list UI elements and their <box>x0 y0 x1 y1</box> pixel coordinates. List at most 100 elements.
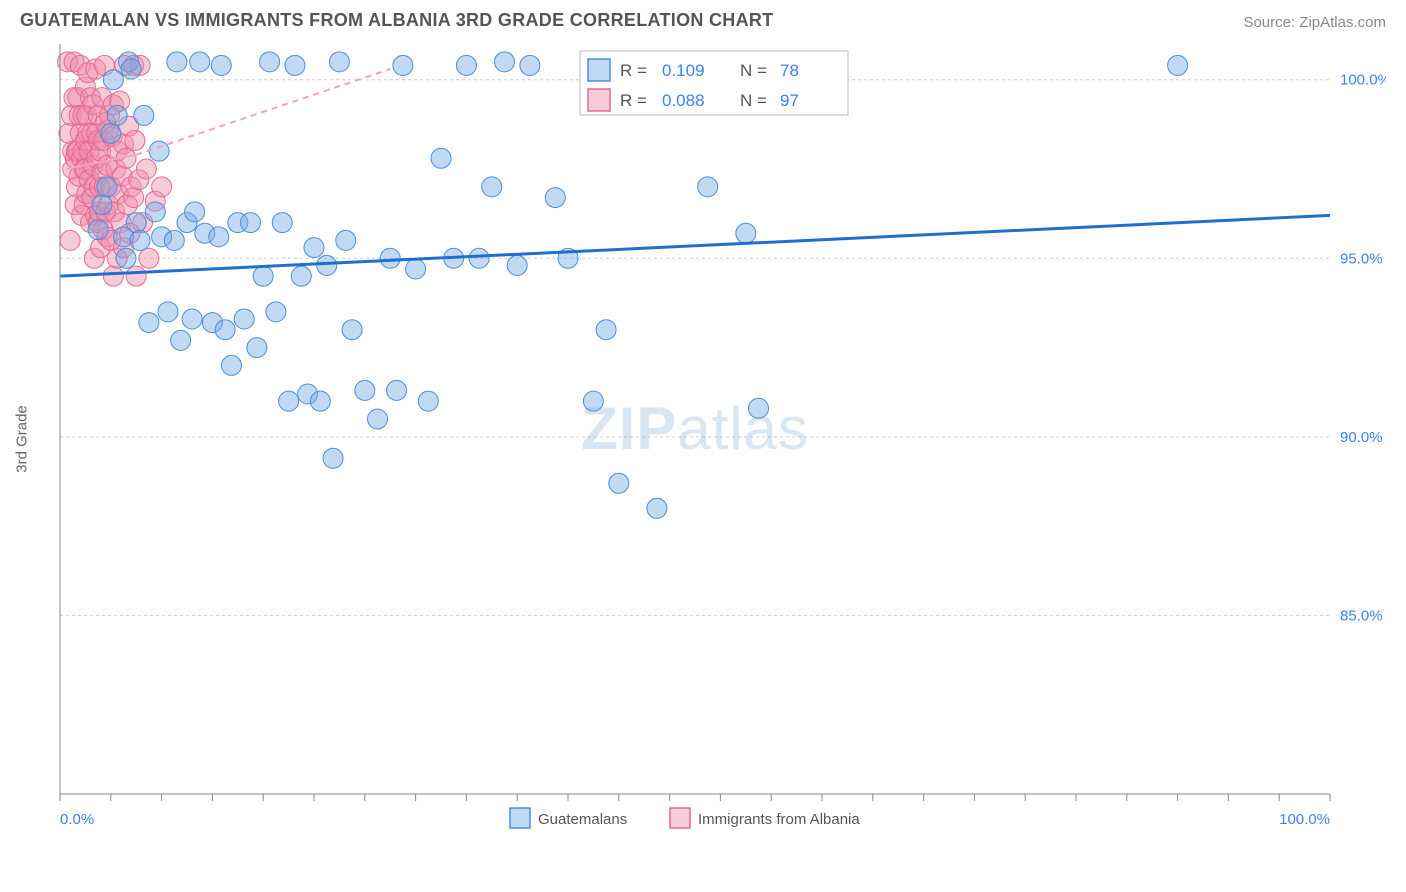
guatemalans-point <box>149 141 169 161</box>
scatter-chart: 85.0% 90.0% 95.0% 100.0% ZIPatlas 0.0% 100.0% R… <box>50 39 1386 839</box>
guatemalans-point <box>1168 55 1188 75</box>
albania-point <box>124 188 144 208</box>
guatemalans-point <box>418 391 438 411</box>
guatemalans-point <box>139 313 159 333</box>
source-label: Source: ZipAtlas.com <box>1243 14 1386 31</box>
stats-n-value: 97 <box>780 91 799 110</box>
guatemalans-point <box>185 202 205 222</box>
guatemalans-point <box>456 55 476 75</box>
guatemalans-point <box>317 255 337 275</box>
guatemalans-point <box>234 309 254 329</box>
trend-line-albania-extrapolated <box>136 69 390 155</box>
albania-point <box>152 177 172 197</box>
guatemalans-point <box>101 123 121 143</box>
stats-swatch <box>588 59 610 81</box>
guatemalans-point <box>329 52 349 72</box>
guatemalans-point <box>380 248 400 268</box>
guatemalans-point <box>368 409 388 429</box>
albania-point <box>60 230 80 250</box>
guatemalans-point <box>247 338 267 358</box>
chart-container: 3rd Grade 85.0%90.0%95.0%100.0%ZIPatlas0… <box>50 39 1386 839</box>
guatemalans-point <box>121 59 141 79</box>
guatemalans-point <box>323 448 343 468</box>
guatemalans-point <box>241 213 261 233</box>
y-tick-label: 95.0% <box>1340 250 1383 267</box>
legend-label-guatemalans: Guatemalans <box>538 811 627 828</box>
guatemalans-point <box>279 391 299 411</box>
guatemalans-point <box>211 55 231 75</box>
guatemalans-point <box>97 177 117 197</box>
series-legend: Guatemalans Immigrants from Albania <box>510 808 860 828</box>
chart-title: GUATEMALAN VS IMMIGRANTS FROM ALBANIA 3R… <box>20 10 773 31</box>
guatemalans-point <box>145 202 165 222</box>
albania-point <box>125 130 145 150</box>
legend-swatch <box>670 808 690 828</box>
stats-n-label: N = <box>740 91 767 110</box>
guatemalans-point <box>167 52 187 72</box>
y-tick-label: 90.0% <box>1340 429 1383 446</box>
guatemalans-point <box>387 380 407 400</box>
guatemalans-point <box>609 473 629 493</box>
x-axis-end-label: 100.0% <box>1279 811 1330 828</box>
guatemalans-point <box>126 213 146 233</box>
watermark: ZIPatlas <box>581 395 809 462</box>
guatemalans-point <box>736 223 756 243</box>
guatemalans-point <box>209 227 229 247</box>
guatemalans-point <box>482 177 502 197</box>
guatemalans-point <box>107 105 127 125</box>
albania-point <box>136 159 156 179</box>
guatemalans-point <box>647 498 667 518</box>
stats-n-label: N = <box>740 61 767 80</box>
y-tick-label: 85.0% <box>1340 607 1383 624</box>
guatemalans-point <box>134 105 154 125</box>
guatemalans-point <box>431 148 451 168</box>
stats-r-label: R = <box>620 61 647 80</box>
guatemalans-point <box>596 320 616 340</box>
guatemalans-point <box>520 55 540 75</box>
guatemalans-point <box>304 238 324 258</box>
guatemalans-point <box>221 355 241 375</box>
guatemalans-point <box>749 398 769 418</box>
guatemalans-point <box>116 248 136 268</box>
guatemalans-point <box>88 220 108 240</box>
guatemalans-point <box>285 55 305 75</box>
guatemalans-point <box>190 52 210 72</box>
guatemalans-point <box>355 380 375 400</box>
guatemalans-point <box>182 309 202 329</box>
guatemalans-point <box>336 230 356 250</box>
guatemalans-point <box>393 55 413 75</box>
guatemalans-point <box>507 255 527 275</box>
guatemalans-point <box>545 188 565 208</box>
albania-point <box>126 266 146 286</box>
stats-r-label: R = <box>620 91 647 110</box>
guatemalans-point <box>406 259 426 279</box>
guatemalans-point <box>253 266 273 286</box>
guatemalans-point <box>342 320 362 340</box>
guatemalans-point <box>103 70 123 90</box>
guatemalans-point <box>495 52 515 72</box>
legend-label-albania: Immigrants from Albania <box>698 811 860 828</box>
guatemalans-point <box>698 177 718 197</box>
guatemalans-point <box>92 195 112 215</box>
stats-r-value: 0.088 <box>662 91 705 110</box>
legend-swatch <box>510 808 530 828</box>
guatemalans-point <box>130 230 150 250</box>
chart-header: GUATEMALAN VS IMMIGRANTS FROM ALBANIA 3R… <box>0 0 1406 39</box>
guatemalans-point <box>171 330 191 350</box>
stats-r-value: 0.109 <box>662 61 705 80</box>
x-axis-start-label: 0.0% <box>60 811 94 828</box>
guatemalans-point <box>158 302 178 322</box>
y-axis-label: 3rd Grade <box>14 405 31 473</box>
albania-point <box>139 248 159 268</box>
albania-point <box>103 266 123 286</box>
guatemalans-point <box>583 391 603 411</box>
stats-n-value: 78 <box>780 61 799 80</box>
guatemalans-point <box>215 320 235 340</box>
guatemalans-point <box>164 230 184 250</box>
guatemalans-point <box>260 52 280 72</box>
y-tick-label: 100.0% <box>1340 72 1386 89</box>
guatemalans-point <box>469 248 489 268</box>
stats-swatch <box>588 89 610 111</box>
guatemalans-point <box>310 391 330 411</box>
guatemalans-point <box>291 266 311 286</box>
